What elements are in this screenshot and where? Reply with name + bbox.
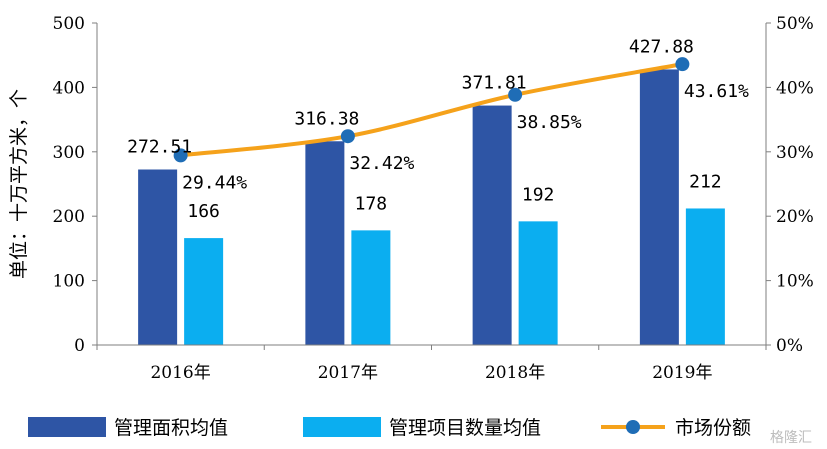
- left-tick-label: 300: [53, 143, 85, 163]
- legend-label: 管理项目数量均值: [389, 417, 541, 439]
- left-tick-label: 0: [74, 336, 85, 356]
- left-tick-label: 200: [53, 207, 85, 227]
- bars: [138, 69, 725, 346]
- right-tick-label: 10%: [776, 272, 814, 292]
- left-axis-ticks: 0 100 200 300 400 500: [53, 14, 97, 356]
- right-axis-ticks: 0% 10% 20% 30% 40% 50%: [766, 14, 814, 356]
- legend-item-market-share: 市场份额: [601, 417, 751, 439]
- legend-swatch: [28, 417, 106, 437]
- category-axis-ticks: 2016年 2017年 2018年 2019年: [96, 345, 767, 383]
- category-label: 2018年: [485, 363, 545, 383]
- bar-project-count-mean: [184, 238, 224, 345]
- right-tick-label: 50%: [776, 14, 814, 34]
- right-tick-label: 0%: [776, 336, 803, 356]
- data-label-area-mean: 272.51: [127, 137, 192, 158]
- bar-project-count-mean: [518, 221, 558, 345]
- legend-swatch: [303, 417, 381, 437]
- left-tick-label: 500: [53, 14, 85, 34]
- data-label-area-mean: 316.38: [294, 108, 359, 129]
- legend-item-project-count-mean: 管理项目数量均值: [303, 417, 541, 439]
- market-share-marker: [508, 87, 523, 102]
- bar-project-count-mean: [685, 208, 725, 345]
- left-tick-label: 100: [53, 272, 85, 292]
- bar-area-mean: [639, 69, 679, 345]
- category-label: 2017年: [318, 363, 378, 383]
- data-label-market-share: 32.42%: [349, 153, 414, 174]
- data-label-project-count-mean: 166: [187, 201, 220, 222]
- bar-area-mean: [138, 169, 178, 345]
- market-share-line-path: [178, 62, 685, 158]
- legend-label: 市场份额: [675, 417, 751, 439]
- watermark-text: 格隆汇: [770, 430, 812, 446]
- legend-item-area-mean: 管理面积均值: [28, 417, 228, 439]
- market-share-marker: [340, 129, 355, 144]
- market-share-marker: [173, 148, 188, 163]
- data-labels: 272.51 316.38 371.81 427.88 166 178 192 212 29.4…: [127, 36, 749, 222]
- data-label-project-count-mean: 178: [355, 193, 388, 214]
- right-tick-label: 30%: [776, 143, 814, 163]
- left-tick-label: 400: [53, 78, 85, 98]
- data-label-market-share: 38.85%: [517, 112, 582, 133]
- category-label: 2016年: [150, 363, 210, 383]
- data-label-area-mean: 427.88: [629, 36, 694, 57]
- bar-area-mean: [472, 105, 512, 346]
- data-label-market-share: 43.61%: [684, 81, 749, 102]
- market-share-marker: [675, 57, 690, 72]
- data-label-area-mean: 371.81: [462, 73, 527, 94]
- data-label-project-count-mean: 192: [522, 184, 555, 205]
- legend-label: 管理面积均值: [114, 417, 228, 439]
- bar-project-count-mean: [351, 230, 391, 345]
- right-tick-label: 20%: [776, 207, 814, 227]
- legend: 管理面积均值 管理项目数量均值 市场份额: [28, 417, 751, 439]
- data-label-market-share: 29.44%: [182, 172, 247, 193]
- bar-area-mean: [305, 141, 345, 345]
- data-label-project-count-mean: 212: [689, 171, 722, 192]
- legend-marker: [626, 420, 640, 434]
- category-label: 2019年: [652, 363, 712, 383]
- market-share-line: [173, 57, 690, 163]
- right-tick-label: 40%: [776, 78, 814, 98]
- y-axis-title: 单位：十万平方米，个: [8, 89, 30, 279]
